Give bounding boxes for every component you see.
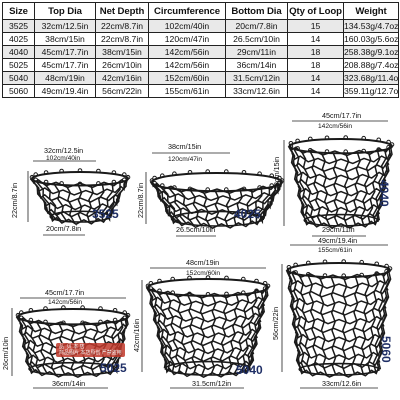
net-circumference-label: 152cm/60in <box>186 270 221 277</box>
net-circumference-label: 142cm/56in <box>318 123 353 130</box>
table-cell: 18 <box>287 45 344 59</box>
net-model-label: 3525 <box>92 207 119 221</box>
table-cell: 134.53g/4.7oz <box>343 19 399 33</box>
table-body: 3525 32cm/12.5in 22cm/8.7in 102cm/40in 2… <box>2 19 399 98</box>
table-cell: 45cm/17.7in <box>34 45 96 59</box>
table-cell: 14 <box>287 32 344 46</box>
net-top-dia-label: 49cm/19.4in <box>318 236 358 245</box>
table-cell: 4040 <box>2 45 35 59</box>
table-cell: 38cm/15in <box>34 32 96 46</box>
table-cell: 56cm/22in <box>95 84 149 98</box>
net-model-label: 4025 <box>234 207 261 221</box>
table-cell: 4025 <box>2 32 35 46</box>
net-model-label: 5040 <box>236 363 263 377</box>
net-circumference-label: 120cm/47in <box>168 156 203 163</box>
net-top-dia-label: 38cm/15in <box>168 142 202 151</box>
table-row: 4025 38cm/15in 22cm/8.7in 120cm/47in 26.… <box>2 32 399 46</box>
table-cell: 155cm/61in <box>148 84 226 98</box>
net-bottom-dia-label: 20cm/7.8in <box>46 224 82 233</box>
table-cell: 49cm/19.4in <box>34 84 96 98</box>
net-circumference-label: 155cm/61in <box>318 247 353 254</box>
table-cell: 26.5cm/10in <box>225 32 288 46</box>
net-model-label: 5025 <box>100 361 127 375</box>
table-header-row: Size Top Dia Net Depth Circumference Bot… <box>2 2 399 20</box>
watermark-stamp: 品 贝 本 店 商品图片 本店原创 严禁盗用 <box>56 343 125 357</box>
table-cell: 38cm/15in <box>95 45 149 59</box>
table-cell: 36cm/14in <box>225 58 288 72</box>
table-cell: 5060 <box>2 84 35 98</box>
net-bottom-dia-label: 31.5cm/12in <box>192 379 232 388</box>
net-model-label: 5060 <box>379 336 393 363</box>
table-cell: 3525 <box>2 19 35 33</box>
net-top-dia-label: 45cm/17.7in <box>45 288 85 297</box>
table-cell: 359.11g/12.7oz <box>343 84 399 98</box>
net-depth-label: 56cm/22in <box>271 306 280 340</box>
spec-table: Size Top Dia Net Depth Circumference Bot… <box>2 2 399 98</box>
net-top-dia-label: 45cm/17.7in <box>322 111 362 120</box>
table-cell: 22cm/8.7in <box>95 19 149 33</box>
table-cell: 258.38g/9.1oz <box>343 45 399 59</box>
net-circumference-label: 102cm/40in <box>46 155 81 162</box>
table-cell: 22cm/8.7in <box>95 32 149 46</box>
table-row: 4040 45cm/17.7in 38cm/15in 142cm/56in 29… <box>2 45 399 59</box>
table-row: 5060 49cm/19.4in 56cm/22in 155cm/61in 33… <box>2 84 399 98</box>
net-top-dia-label: 32cm/12.5in <box>44 146 84 155</box>
net-circumference-label: 142cm/56in <box>48 299 83 306</box>
net-bottom-dia-label: 33cm/12.6in <box>322 379 362 388</box>
net-top-dia-label: 48cm/19in <box>186 258 220 267</box>
table-cell: 14 <box>287 84 344 98</box>
table-cell: 5025 <box>2 58 35 72</box>
net-bottom-dia-label: 26.5cm/10in <box>176 225 216 234</box>
net-bottom-dia-label: 29cm/11in <box>322 225 355 234</box>
table-cell: 45cm/17.7in <box>34 58 96 72</box>
net-bottom-dia-label: 36cm/14in <box>52 379 86 388</box>
table-cell: 120cm/47in <box>148 32 226 46</box>
table-cell: 152cm/60in <box>148 71 226 85</box>
